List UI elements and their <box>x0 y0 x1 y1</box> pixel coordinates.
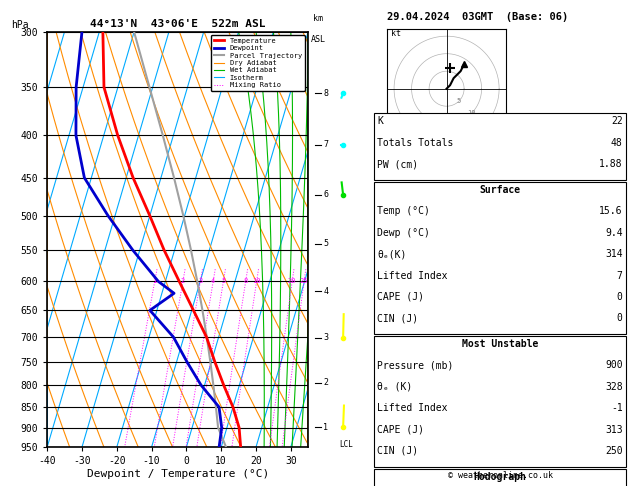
Text: 3: 3 <box>323 333 328 342</box>
Text: 6: 6 <box>323 191 328 199</box>
Text: 48: 48 <box>611 138 623 148</box>
Text: 10: 10 <box>252 278 261 284</box>
X-axis label: Dewpoint / Temperature (°C): Dewpoint / Temperature (°C) <box>87 469 269 479</box>
Text: 314: 314 <box>605 249 623 259</box>
Text: 9.4: 9.4 <box>605 228 623 238</box>
Text: 4: 4 <box>323 287 328 295</box>
Text: -1: -1 <box>611 403 623 413</box>
Text: LCL: LCL <box>339 440 353 449</box>
Text: Totals Totals: Totals Totals <box>377 138 454 148</box>
Text: K: K <box>377 117 383 126</box>
Text: 7: 7 <box>323 140 328 149</box>
Text: 22: 22 <box>611 117 623 126</box>
Text: CAPE (J): CAPE (J) <box>377 292 425 302</box>
Text: 8: 8 <box>323 89 328 98</box>
Text: hPa: hPa <box>11 19 28 30</box>
Text: ASL: ASL <box>311 35 325 44</box>
Text: 250: 250 <box>605 446 623 456</box>
Text: 15.6: 15.6 <box>599 207 623 216</box>
Text: 5: 5 <box>457 98 461 104</box>
Text: 328: 328 <box>605 382 623 392</box>
Text: 2: 2 <box>181 278 185 284</box>
Legend: Temperature, Dewpoint, Parcel Trajectory, Dry Adiabat, Wet Adiabat, Isotherm, Mi: Temperature, Dewpoint, Parcel Trajectory… <box>211 35 304 91</box>
Text: Temp (°C): Temp (°C) <box>377 207 430 216</box>
Text: 1: 1 <box>323 423 328 432</box>
Text: 900: 900 <box>605 361 623 370</box>
Text: 7: 7 <box>617 271 623 280</box>
Text: θₑ(K): θₑ(K) <box>377 249 407 259</box>
Text: Most Unstable: Most Unstable <box>462 339 538 349</box>
Text: Pressure (mb): Pressure (mb) <box>377 361 454 370</box>
Text: 5: 5 <box>323 239 328 248</box>
Text: Hodograph: Hodograph <box>474 472 526 482</box>
Text: 10: 10 <box>467 110 476 116</box>
Text: Dewp (°C): Dewp (°C) <box>377 228 430 238</box>
Text: 1.88: 1.88 <box>599 159 623 169</box>
Text: 8: 8 <box>243 278 248 284</box>
Text: CAPE (J): CAPE (J) <box>377 425 425 434</box>
Text: km: km <box>313 14 323 23</box>
Text: PW (cm): PW (cm) <box>377 159 418 169</box>
Text: 29.04.2024  03GMT  (Base: 06): 29.04.2024 03GMT (Base: 06) <box>387 12 569 22</box>
Text: CIN (J): CIN (J) <box>377 446 418 456</box>
Text: 0: 0 <box>617 313 623 323</box>
Text: 20: 20 <box>288 278 296 284</box>
Title: 44°13'N  43°06'E  522m ASL: 44°13'N 43°06'E 522m ASL <box>90 19 265 30</box>
Text: kt: kt <box>391 29 401 38</box>
Text: 2: 2 <box>323 379 328 387</box>
Text: θₑ (K): θₑ (K) <box>377 382 413 392</box>
Text: 0: 0 <box>617 292 623 302</box>
Text: Surface: Surface <box>479 185 521 195</box>
Text: 4: 4 <box>211 278 215 284</box>
Text: 5: 5 <box>221 278 226 284</box>
Text: 25: 25 <box>300 278 308 284</box>
Text: 3: 3 <box>198 278 203 284</box>
Text: 313: 313 <box>605 425 623 434</box>
Text: 1: 1 <box>153 278 157 284</box>
Text: © weatheronline.co.uk: © weatheronline.co.uk <box>448 471 552 480</box>
Text: Lifted Index: Lifted Index <box>377 403 448 413</box>
Text: Lifted Index: Lifted Index <box>377 271 448 280</box>
Text: CIN (J): CIN (J) <box>377 313 418 323</box>
